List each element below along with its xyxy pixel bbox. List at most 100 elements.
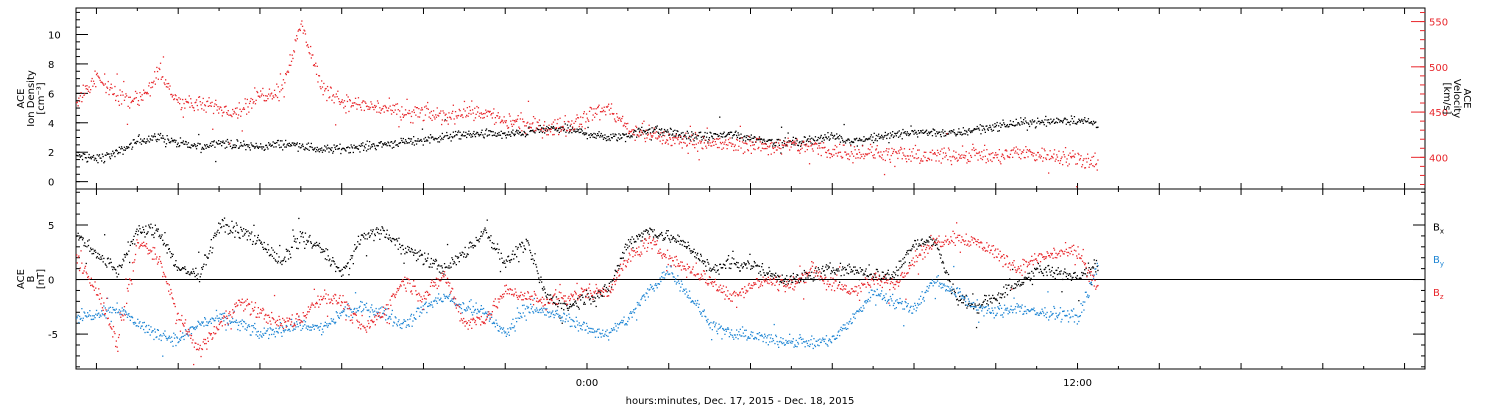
data-point [406,142,408,144]
data-point [225,329,227,331]
data-point [768,139,770,141]
data-point [638,233,640,236]
data-point [383,111,385,113]
data-point [808,145,810,148]
data-point [524,125,526,127]
data-point [158,67,160,69]
data-point [432,114,434,116]
data-point [778,147,780,149]
data-point [691,250,693,252]
data-point [104,263,106,265]
data-point [124,149,126,151]
data-point [239,145,241,147]
data-point [418,255,421,257]
data-point [635,125,637,127]
data-point [762,143,764,145]
data-point [740,265,742,267]
data-point [752,144,754,146]
data-point [142,99,144,101]
data-point [346,147,348,149]
data-point [455,134,457,136]
data-point [256,331,258,333]
data-point [1038,120,1040,122]
data-point [867,148,869,150]
data-point [984,144,986,146]
data-point [386,229,388,231]
data-point [202,321,204,323]
data-point [883,136,885,138]
data-point [154,71,156,73]
data-point [1097,269,1099,272]
data-point [435,260,438,262]
data-point [832,148,834,151]
data-point [129,261,131,264]
data-point [807,145,809,147]
data-point [244,232,246,235]
data-point [948,149,950,151]
data-point [437,265,439,267]
data-point [121,307,123,309]
data-point [357,310,359,312]
data-point [906,252,908,254]
data-point [874,139,876,142]
data-point [165,86,168,88]
data-point [1045,125,1048,127]
data-point [649,133,652,135]
data-point [1044,268,1046,270]
data-point [361,144,363,147]
data-point [649,128,651,130]
data-point [348,152,350,154]
data-point [510,131,513,133]
data-point [892,150,895,153]
data-point [285,324,287,327]
data-point [775,272,777,274]
data-point [574,129,576,131]
data-point [326,85,329,88]
data-point [488,130,490,132]
data-point [931,149,934,151]
data-point [275,146,277,148]
data-point [922,242,924,245]
data-point [756,139,758,141]
data-point [582,133,584,135]
data-point [260,146,262,148]
data-point [711,269,713,271]
data-point [945,135,947,137]
data-point [586,117,588,119]
y-tick-label: 8 [48,60,54,71]
data-point [956,160,959,162]
data-point [405,140,407,143]
data-point [296,143,298,146]
data-point [782,144,784,146]
data-point [878,151,880,153]
data-point [1048,122,1051,124]
data-point [1073,120,1075,122]
data-point [669,137,671,139]
data-point [906,131,908,133]
data-point [589,136,591,139]
data-point [666,131,668,133]
data-point [155,139,157,141]
data-point [858,137,861,140]
data-point [1034,267,1036,270]
data-point [382,107,384,110]
data-point [718,273,720,275]
data-point [246,326,248,329]
data-point [415,114,417,116]
data-point [737,132,739,134]
data-point [177,142,179,144]
data-point [674,129,676,131]
data-point [125,311,127,313]
data-point [417,116,419,118]
data-point [110,83,112,85]
data-point [115,99,117,102]
data-point [1045,157,1047,159]
data-point [92,80,95,82]
data-point [669,239,671,241]
data-point [496,132,499,135]
data-point [129,319,131,321]
data-point [251,98,254,101]
data-point [766,273,769,275]
data-point [926,132,928,135]
data-point [300,146,302,149]
